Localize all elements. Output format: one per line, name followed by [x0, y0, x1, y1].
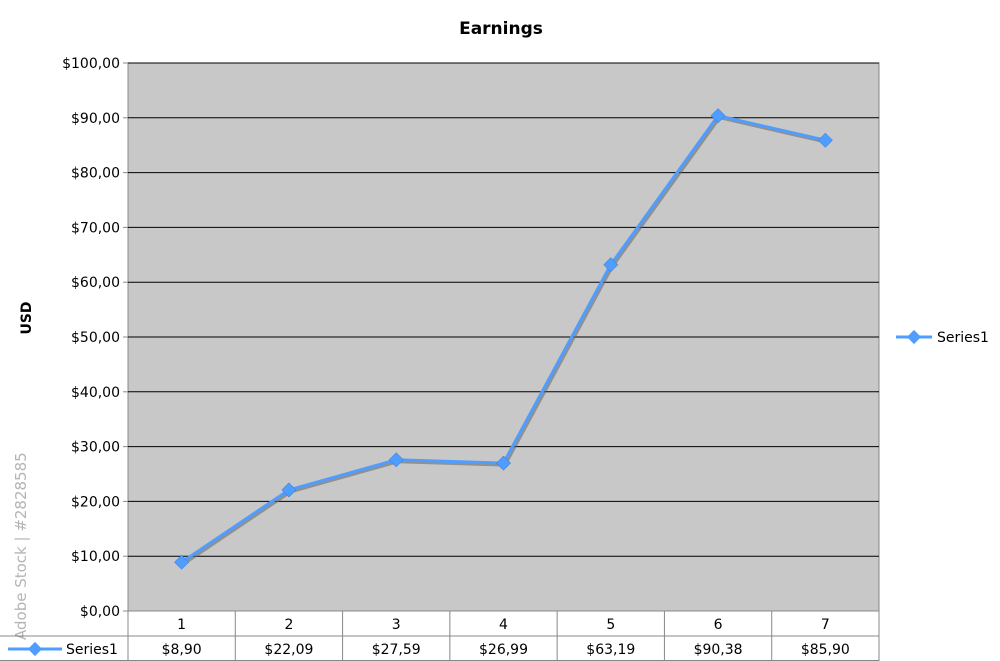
watermark-text: Adobe Stock | #2828585	[12, 452, 30, 640]
data-table: 1 $8,90 2 $22,09 3 $27,59 4 $26,99 5 $63,19 6 $90,3…	[0, 611, 880, 661]
table-value-cell: $63,19	[586, 642, 635, 658]
y-tick-label: $50,00	[71, 330, 120, 346]
table-series-name: Series1	[66, 642, 118, 658]
data-point-marker	[174, 554, 190, 570]
y-tick-label: $90,00	[71, 111, 120, 127]
y-tick-label: $0,00	[80, 604, 120, 620]
data-point-marker	[603, 257, 619, 273]
table-value-cell: $8,90	[162, 642, 202, 658]
y-tick-label: $100,00	[62, 56, 120, 72]
x-tick-label: 7	[821, 617, 830, 633]
x-tick-label: 6	[714, 617, 723, 633]
y-tick-label: $80,00	[71, 166, 120, 182]
table-value-cell: $27,59	[372, 642, 421, 658]
y-tick-label: $30,00	[71, 440, 120, 456]
data-point-marker	[281, 482, 297, 498]
x-tick-label: 3	[392, 617, 401, 633]
data-point-marker	[817, 132, 833, 148]
table-value-cell: $85,90	[801, 642, 850, 658]
y-tick-label: $20,00	[71, 494, 120, 510]
x-tick-label: 2	[284, 617, 293, 633]
table-value-cell: $90,38	[694, 642, 743, 658]
x-tick-label: 1	[177, 617, 186, 633]
table-value-cell: $26,99	[479, 642, 528, 658]
y-axis-label: USD	[19, 301, 35, 334]
y-tick-label: $40,00	[71, 385, 120, 401]
x-tick-label: 4	[499, 617, 508, 633]
data-point-marker	[388, 452, 404, 468]
y-tick-label: $60,00	[71, 275, 120, 291]
series-line	[174, 108, 833, 570]
table-value-cell: $22,09	[264, 642, 313, 658]
legend: Series1	[896, 329, 989, 346]
chart-title: Earnings	[459, 19, 543, 39]
legend-label-series1: Series1	[937, 330, 989, 346]
x-tick-label: 5	[606, 617, 615, 633]
data-point-marker	[496, 455, 511, 471]
y-tick-label: $10,00	[71, 549, 120, 565]
data-point-marker	[710, 108, 726, 124]
table-legend-marker	[27, 641, 43, 657]
legend-marker	[906, 329, 922, 345]
y-axis-ticks: $0,00 $10,00 $20,00 $30,00 $40,00 $50,00 $60,0…	[62, 56, 128, 620]
grid-lines	[128, 62, 879, 557]
y-tick-label: $70,00	[71, 220, 120, 236]
